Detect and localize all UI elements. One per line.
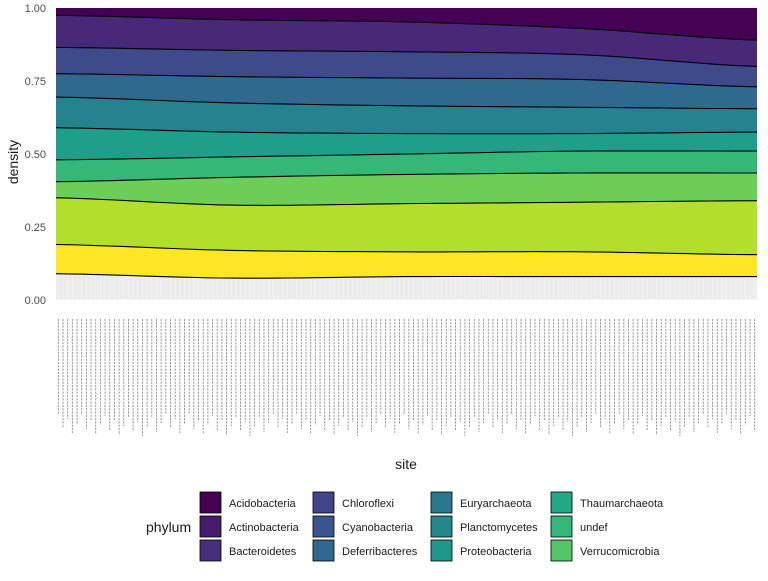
y-tick-label: 0.00 — [25, 295, 46, 307]
legend-label: Bacteroidetes — [229, 546, 297, 558]
area-layer — [56, 197, 757, 255]
legend-swatch — [430, 539, 453, 562]
legend-swatch — [430, 491, 453, 514]
boundary-line — [55, 150, 757, 161]
y-tick-label: 0.75 — [25, 76, 46, 88]
legend-swatch — [312, 515, 335, 538]
area-layer — [56, 73, 757, 109]
boundary-line — [55, 46, 758, 67]
boundary-line — [55, 127, 758, 135]
legend-swatch — [430, 515, 453, 538]
x-axis-title: site — [395, 456, 417, 472]
area-layer — [56, 244, 757, 279]
legend-swatch — [199, 491, 222, 514]
boundary-line — [55, 243, 758, 256]
legend-title: phylum — [146, 519, 191, 535]
area-layer — [56, 97, 757, 134]
boundary-line — [55, 172, 757, 183]
boundary-line — [55, 14, 758, 41]
area-layer — [56, 47, 757, 87]
y-tick-label: 1.00 — [25, 3, 46, 15]
area-layer — [56, 8, 757, 41]
area-layer — [56, 127, 757, 160]
boundary-line — [55, 197, 758, 206]
legend-label: Acidobacteria — [229, 498, 297, 510]
legend-swatch — [312, 491, 335, 514]
legend-swatch — [312, 539, 335, 562]
boundary-line — [55, 273, 757, 279]
area-layer — [56, 150, 757, 182]
legend-label: undef — [580, 522, 608, 534]
legend-label: Proteobacteria — [460, 546, 532, 558]
boundary-line — [55, 73, 758, 88]
legend-label: Deferribacteres — [342, 546, 418, 558]
legend-swatch — [550, 515, 573, 538]
area-layer — [56, 172, 757, 206]
legend-swatch — [199, 515, 222, 538]
y-tick-label: 0.25 — [25, 222, 46, 234]
legend-swatch — [550, 491, 573, 514]
boundary-line — [55, 96, 757, 110]
legend-label: Thaumarchaeota — [580, 498, 664, 510]
legend-label: Verrucomicrobia — [580, 546, 660, 558]
y-tick-label: 0.50 — [25, 149, 46, 161]
legend-label: Euryarchaeota — [460, 498, 532, 510]
legend-label: Planctomycetes — [460, 522, 538, 534]
legend-label: Cyanobacteria — [342, 522, 414, 534]
y-axis-title: density — [5, 140, 21, 184]
legend-swatch — [199, 539, 222, 562]
legend-label: Chloroflexi — [342, 498, 394, 510]
area-layer — [56, 15, 757, 67]
legend-swatch — [550, 539, 573, 562]
legend-label: Actinobacteria — [229, 522, 300, 534]
